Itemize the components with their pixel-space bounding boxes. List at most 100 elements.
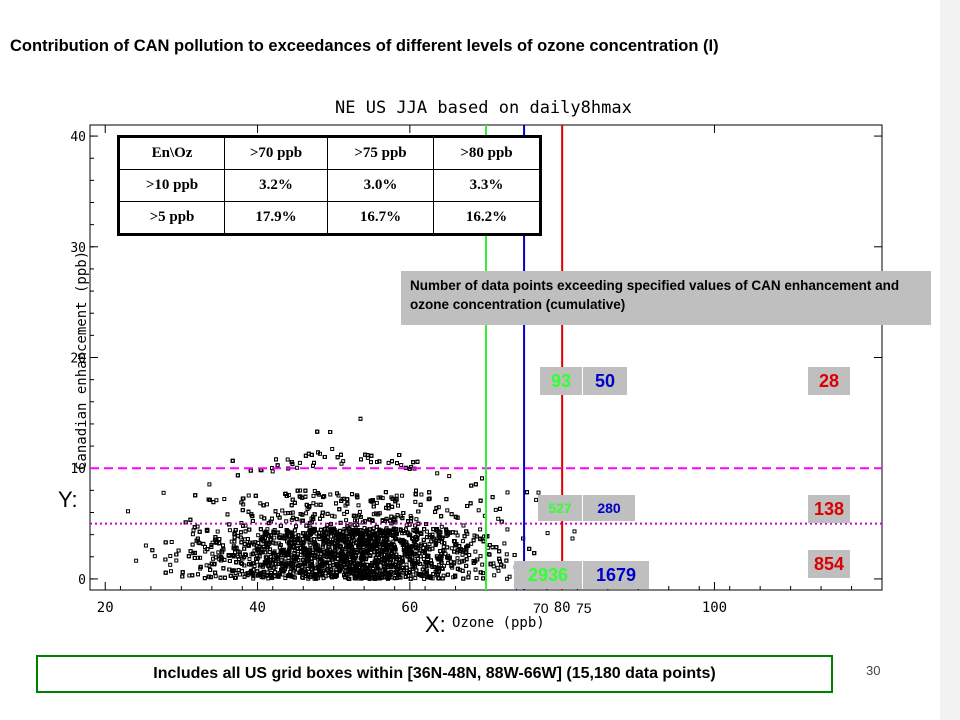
- scatter-point: [442, 541, 447, 546]
- scatter-point: [263, 532, 268, 536]
- scatter-point: [345, 501, 350, 506]
- scatter-point: [357, 509, 362, 514]
- scatter-point: [441, 544, 446, 549]
- scatter-point: [311, 493, 316, 498]
- scatter-point: [346, 537, 351, 542]
- scatter-point: [471, 538, 476, 543]
- scatter-point: [429, 539, 434, 544]
- scatter-point: [320, 510, 325, 515]
- scatter-point: [355, 493, 360, 498]
- scatter-point: [328, 430, 333, 434]
- x-tick-label: 20: [97, 600, 114, 616]
- scatter-point: [193, 493, 198, 498]
- count-gt5-oz75: 280: [583, 495, 635, 521]
- scatter-point: [430, 532, 435, 537]
- scatter-point: [271, 529, 276, 534]
- scatter-point: [280, 572, 285, 577]
- scatter-point: [205, 527, 210, 532]
- scatter-point: [373, 576, 378, 581]
- scatter-point: [277, 515, 282, 520]
- scatter-point: [312, 460, 316, 465]
- scatter-point: [335, 556, 340, 561]
- scatter-point: [197, 529, 202, 534]
- scatter-point: [163, 540, 168, 545]
- scatter-point: [365, 453, 370, 458]
- scatter-point: [376, 495, 381, 500]
- scatter-point: [304, 502, 309, 507]
- table-cell: 16.2%: [433, 201, 541, 235]
- scatter-point: [180, 574, 185, 579]
- scatter-point: [356, 503, 361, 508]
- scatter-point: [307, 547, 312, 552]
- scatter-point: [213, 574, 218, 579]
- scatter-point: [416, 560, 421, 565]
- y-axis-label: Canadian enhancement (ppb): [74, 250, 90, 470]
- scatter-point: [337, 568, 342, 573]
- scatter-point: [273, 509, 278, 514]
- scatter-point: [476, 508, 481, 513]
- scatter-point: [474, 534, 479, 539]
- scatter-point: [313, 553, 318, 557]
- scatter-point: [387, 548, 392, 553]
- scatter-point: [304, 571, 309, 576]
- scatter-point: [247, 562, 252, 567]
- scatter-point: [417, 551, 422, 556]
- scatter-point: [221, 547, 226, 552]
- scatter-point: [318, 502, 323, 507]
- scatter-point: [452, 539, 456, 544]
- scatter-point: [301, 531, 306, 536]
- scatter-point: [505, 576, 510, 581]
- scatter-point: [404, 540, 409, 545]
- scatter-point: [322, 494, 327, 499]
- scatter-point: [354, 571, 358, 575]
- scatter-point: [390, 459, 394, 464]
- scatter-point: [452, 549, 457, 554]
- scatter-point: [297, 460, 302, 465]
- scatter-point: [570, 536, 575, 541]
- scatter-point: [305, 559, 310, 564]
- scatter-point: [258, 501, 263, 506]
- scatter-point: [488, 561, 493, 566]
- scatter-point: [469, 483, 474, 488]
- scatter-point: [384, 505, 389, 510]
- scatter-point: [196, 540, 201, 545]
- scatter-point: [134, 558, 139, 563]
- scatter-point: [247, 527, 252, 532]
- scatter-point: [375, 460, 379, 464]
- scatter-point: [392, 549, 397, 554]
- scatter-point: [382, 543, 387, 548]
- scatter-point: [298, 488, 303, 493]
- scatter-point: [338, 561, 343, 566]
- scatter-point: [355, 528, 360, 533]
- scatter-point: [361, 553, 366, 558]
- scatter-point: [480, 476, 484, 481]
- scatter-point: [297, 494, 302, 499]
- scatter-point: [363, 542, 368, 547]
- scatter-point: [239, 500, 244, 505]
- scatter-point: [374, 500, 379, 505]
- scatter-point: [505, 490, 510, 495]
- scatter-point: [339, 452, 343, 457]
- scatter-point: [359, 457, 363, 462]
- scatter-point: [246, 509, 251, 514]
- x-tick-label: 60: [401, 600, 418, 616]
- scatter-point: [412, 561, 417, 566]
- scatter-point: [270, 575, 275, 580]
- scatter-point: [481, 576, 486, 581]
- scatter-point: [306, 536, 311, 540]
- y-tick-label: 10: [70, 462, 86, 477]
- scatter-point: [394, 497, 399, 502]
- scatter-point: [230, 458, 235, 463]
- scatter-point: [455, 566, 460, 571]
- scatter-point: [304, 511, 309, 516]
- y-axis-letter: Y:: [58, 487, 78, 512]
- scatter-point: [206, 574, 211, 579]
- scatter-point: [358, 416, 363, 421]
- scatter-point: [273, 561, 278, 566]
- scatter-point: [316, 534, 321, 539]
- scatter-point: [232, 535, 237, 540]
- scatter-point: [396, 503, 400, 508]
- scatter-point: [400, 493, 405, 498]
- scatter-point: [401, 511, 406, 515]
- scatter-point: [289, 541, 294, 546]
